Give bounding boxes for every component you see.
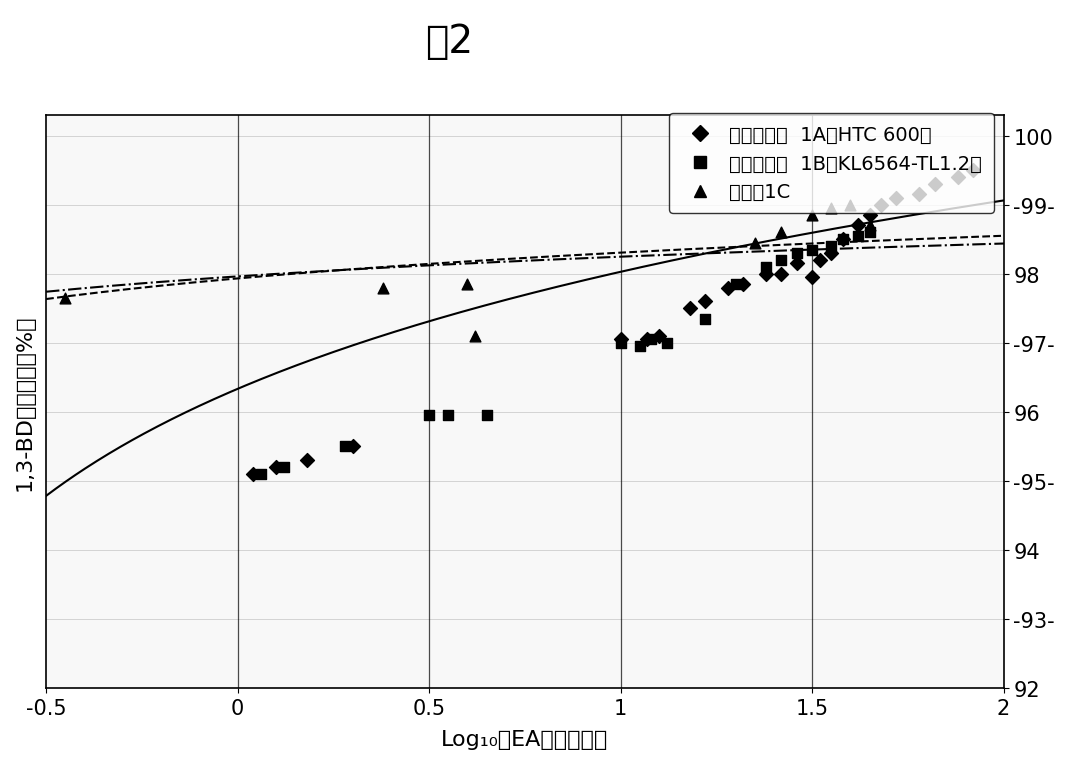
Point: [850, 220, 867, 232]
Point: [964, 165, 981, 177]
Point: [850, 231, 867, 243]
Point: [823, 202, 840, 215]
Point: [658, 337, 675, 349]
Point: [467, 330, 484, 342]
Point: [421, 410, 438, 422]
Point: [773, 254, 790, 267]
Point: [789, 258, 806, 270]
Point: [746, 238, 763, 250]
Point: [773, 268, 790, 280]
Point: [336, 441, 353, 453]
X-axis label: Log₁₀（EA的回收率）: Log₁₀（EA的回收率）: [441, 729, 609, 749]
Point: [734, 279, 751, 291]
Point: [835, 234, 852, 246]
Point: [861, 227, 878, 239]
Point: [268, 461, 285, 474]
Point: [888, 193, 905, 205]
Point: [727, 279, 744, 291]
Point: [478, 410, 495, 422]
Point: [374, 282, 392, 294]
Point: [697, 296, 714, 308]
Point: [758, 261, 775, 274]
Point: [949, 172, 966, 184]
Point: [459, 279, 476, 291]
Point: [804, 244, 821, 257]
Point: [719, 282, 736, 294]
Point: [697, 313, 714, 325]
Point: [631, 341, 648, 353]
Point: [275, 461, 292, 474]
Point: [773, 227, 790, 239]
Point: [253, 468, 270, 481]
Point: [297, 455, 315, 467]
Point: [872, 199, 889, 212]
Text: 图2: 图2: [426, 23, 473, 61]
Point: [440, 410, 457, 422]
Point: [911, 189, 928, 201]
Point: [823, 248, 840, 260]
Legend: 对照实施例  1A（HTC 600）, 对照实施例  1B（KL6564-TL1.2）, 实施例1C: 对照实施例 1A（HTC 600）, 对照实施例 1B（KL6564-TL1.2…: [669, 114, 994, 214]
Point: [639, 334, 656, 346]
Point: [842, 199, 859, 212]
Point: [926, 179, 943, 191]
Point: [861, 220, 878, 232]
Y-axis label: 1,3-BD的回收率（%）: 1,3-BD的回收率（%）: [15, 314, 35, 490]
Point: [612, 337, 629, 349]
Point: [57, 293, 74, 305]
Point: [789, 248, 806, 260]
Point: [758, 268, 775, 280]
Point: [612, 334, 629, 346]
Point: [343, 441, 361, 453]
Point: [823, 241, 840, 253]
Point: [804, 272, 821, 284]
Point: [804, 209, 821, 222]
Point: [835, 234, 852, 246]
Point: [651, 330, 668, 342]
Point: [861, 209, 878, 222]
Point: [681, 303, 698, 315]
Point: [643, 334, 660, 346]
Point: [811, 254, 828, 267]
Point: [244, 468, 261, 481]
